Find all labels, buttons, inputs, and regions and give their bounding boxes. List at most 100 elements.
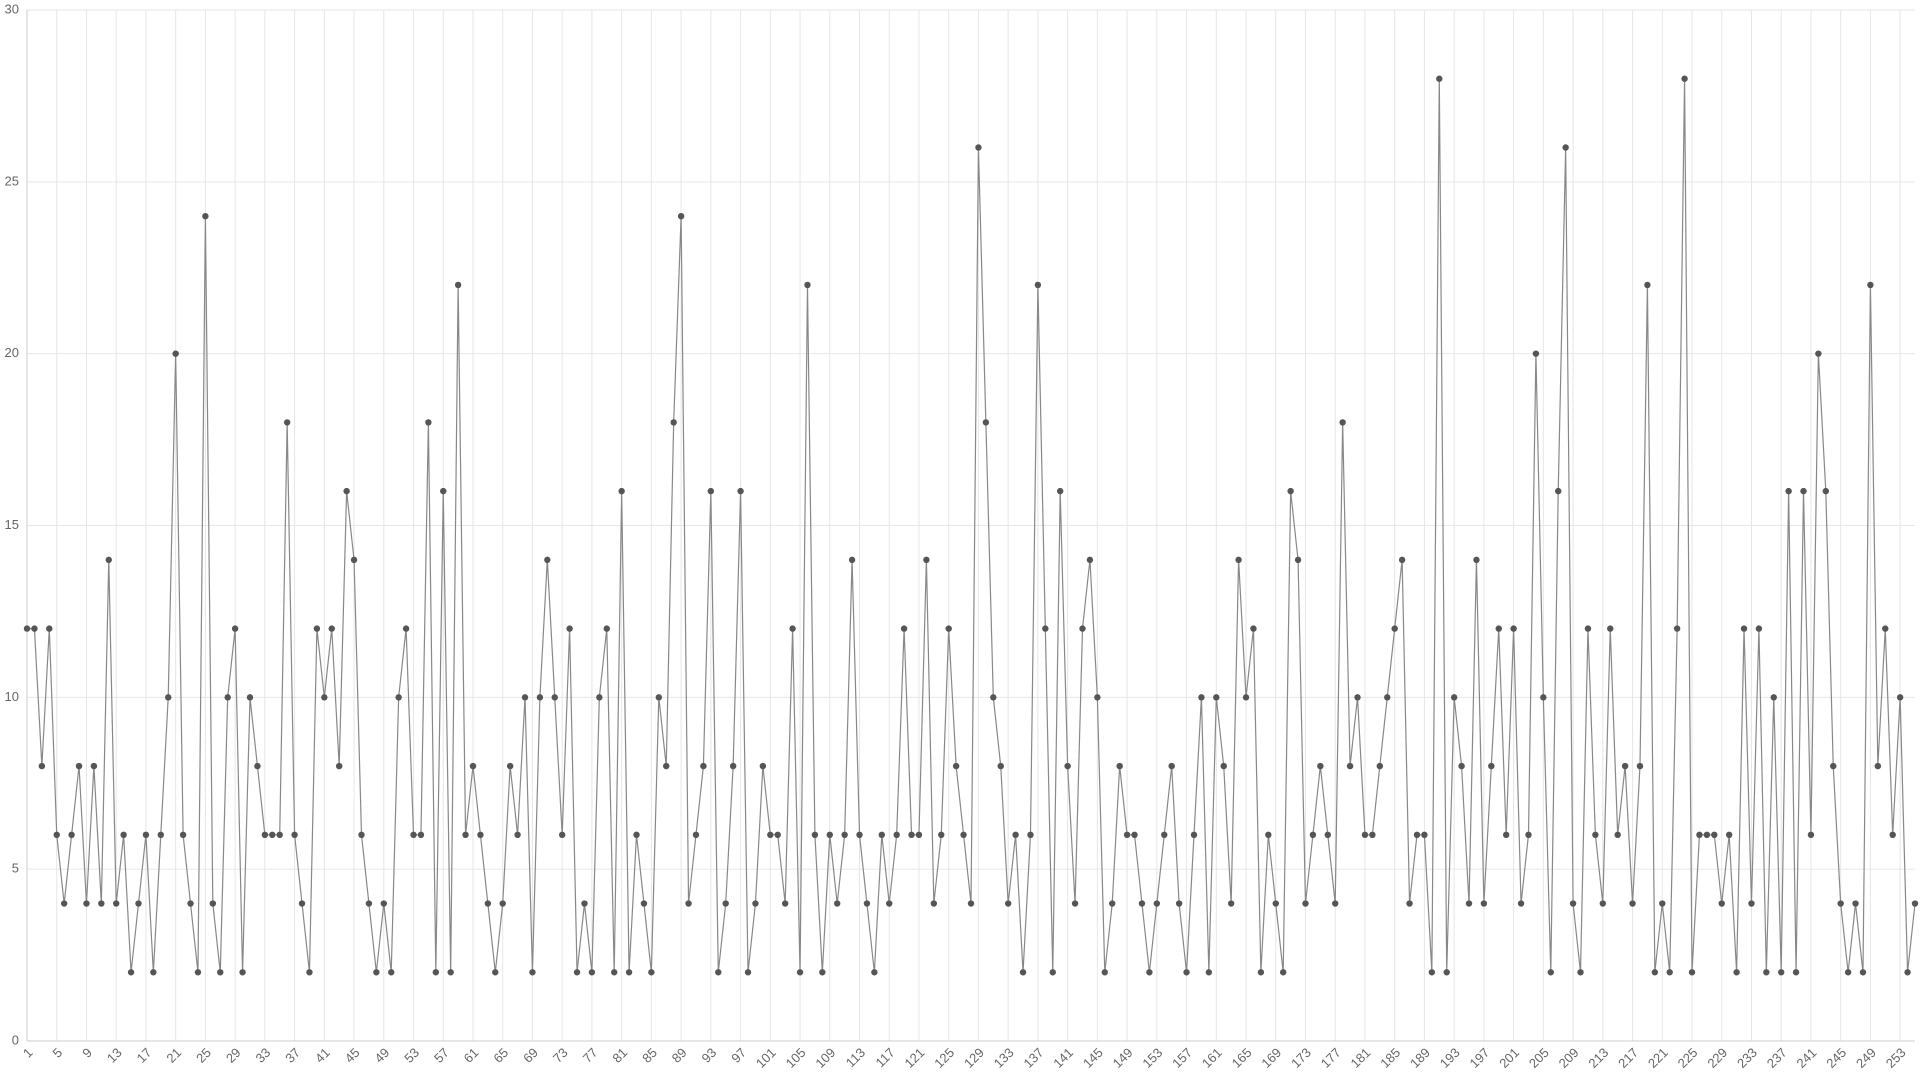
point bbox=[454, 281, 462, 289]
point bbox=[1227, 900, 1235, 907]
point bbox=[83, 900, 90, 907]
point bbox=[417, 831, 425, 838]
point bbox=[990, 694, 997, 701]
point bbox=[759, 762, 767, 770]
point bbox=[1183, 969, 1190, 976]
point bbox=[573, 969, 581, 976]
point bbox=[1034, 281, 1042, 289]
point bbox=[1911, 900, 1919, 907]
point bbox=[923, 556, 930, 564]
point bbox=[603, 625, 610, 632]
x-tick-label: 169 bbox=[1258, 1045, 1284, 1071]
point bbox=[663, 762, 670, 770]
point bbox=[98, 900, 105, 907]
x-tick-label: 17 bbox=[134, 1045, 155, 1066]
x-tick-label: 205 bbox=[1526, 1045, 1552, 1071]
point bbox=[558, 831, 566, 838]
x-tick-label: 105 bbox=[783, 1045, 809, 1071]
point bbox=[202, 213, 209, 220]
point bbox=[313, 625, 321, 632]
point bbox=[707, 487, 715, 495]
point bbox=[291, 831, 298, 838]
point bbox=[1599, 900, 1607, 907]
point bbox=[1502, 831, 1510, 838]
point bbox=[1525, 831, 1532, 838]
point bbox=[1785, 487, 1792, 495]
point bbox=[1659, 900, 1666, 907]
point bbox=[432, 969, 440, 976]
point bbox=[194, 969, 202, 976]
x-tick-label: 125 bbox=[931, 1045, 957, 1071]
point bbox=[1049, 969, 1056, 976]
x-tick-label: 193 bbox=[1437, 1045, 1463, 1071]
point bbox=[767, 831, 774, 838]
point bbox=[960, 831, 967, 838]
y-tick-label: 10 bbox=[5, 689, 19, 704]
point bbox=[1844, 969, 1852, 976]
point bbox=[1852, 900, 1859, 907]
point bbox=[112, 900, 120, 907]
point bbox=[395, 694, 402, 701]
point bbox=[1354, 694, 1361, 701]
point bbox=[1725, 831, 1733, 838]
point bbox=[819, 969, 826, 976]
point bbox=[462, 831, 469, 838]
x-tick-label: 73 bbox=[550, 1045, 571, 1066]
point bbox=[915, 831, 923, 838]
point bbox=[975, 144, 982, 151]
point bbox=[1332, 900, 1339, 907]
point bbox=[1882, 625, 1889, 632]
point bbox=[1696, 831, 1703, 838]
point bbox=[1168, 762, 1175, 770]
x-tick-label: 141 bbox=[1050, 1045, 1076, 1071]
point bbox=[1384, 694, 1391, 701]
point bbox=[1495, 625, 1502, 632]
point bbox=[893, 831, 900, 838]
point bbox=[53, 831, 60, 838]
point bbox=[335, 762, 343, 770]
point bbox=[529, 969, 536, 976]
point bbox=[1740, 625, 1748, 632]
x-tick-label: 25 bbox=[193, 1045, 214, 1066]
x-tick-label: 33 bbox=[253, 1045, 274, 1066]
point bbox=[1555, 487, 1562, 495]
point bbox=[350, 556, 358, 564]
x-tick-label: 149 bbox=[1110, 1045, 1136, 1071]
point bbox=[1718, 900, 1725, 907]
point bbox=[1235, 556, 1242, 564]
point bbox=[1146, 969, 1153, 976]
point bbox=[536, 694, 544, 701]
x-tick-label: 249 bbox=[1853, 1045, 1879, 1071]
point bbox=[1644, 281, 1651, 289]
point bbox=[752, 900, 759, 907]
point bbox=[886, 900, 893, 907]
point bbox=[796, 969, 804, 976]
point bbox=[60, 900, 68, 907]
x-tick-label: 29 bbox=[223, 1045, 244, 1066]
point bbox=[261, 831, 269, 838]
point bbox=[625, 969, 633, 976]
point bbox=[1584, 625, 1592, 632]
x-tick-label: 101 bbox=[753, 1045, 779, 1071]
point bbox=[1614, 831, 1621, 838]
x-tick-label: 113 bbox=[843, 1045, 868, 1070]
point bbox=[1629, 900, 1636, 907]
point bbox=[328, 625, 335, 632]
point bbox=[1012, 831, 1019, 838]
x-tick-label: 37 bbox=[282, 1045, 303, 1066]
point bbox=[1592, 831, 1599, 838]
point bbox=[1703, 831, 1711, 838]
point bbox=[1896, 694, 1904, 701]
point bbox=[1272, 900, 1279, 907]
point bbox=[1763, 969, 1770, 976]
point bbox=[1138, 900, 1146, 907]
x-tick-label: 197 bbox=[1466, 1045, 1492, 1071]
x-tick-label: 121 bbox=[902, 1045, 928, 1071]
point bbox=[871, 969, 878, 976]
point bbox=[1086, 556, 1094, 564]
point bbox=[692, 831, 700, 838]
point bbox=[410, 831, 417, 838]
point bbox=[737, 487, 744, 495]
